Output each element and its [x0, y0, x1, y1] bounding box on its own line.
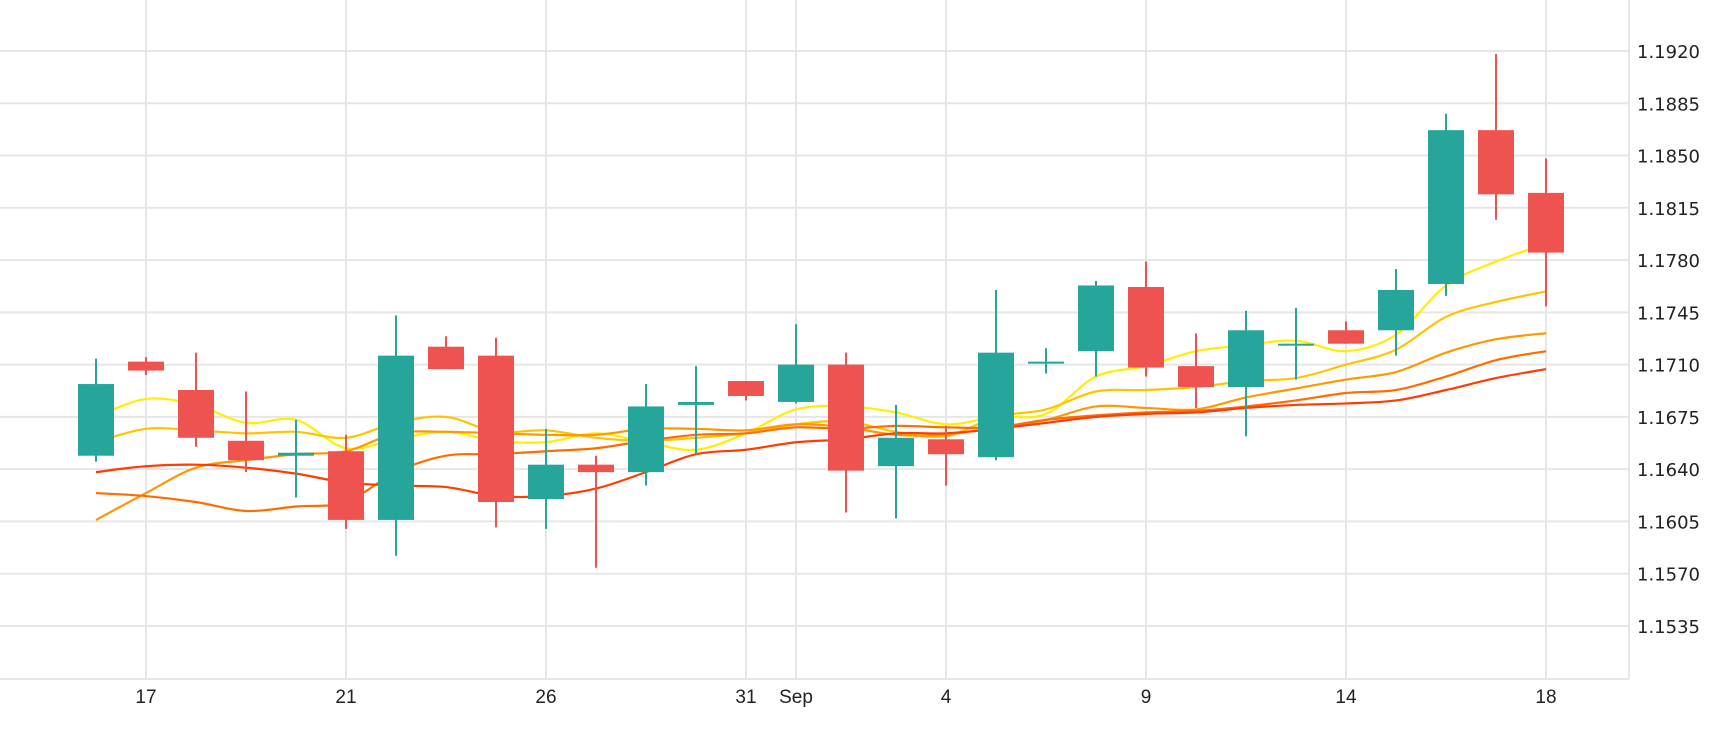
moving-average-lines	[95, 242, 1547, 521]
bearish-candle	[178, 352, 214, 447]
candle-body	[978, 352, 1014, 458]
candle-body	[628, 406, 664, 473]
candle-body	[828, 364, 864, 471]
x-tick-label: 26	[535, 687, 556, 708]
bullish-candle	[628, 384, 664, 486]
x-tick-label: 21	[335, 687, 356, 708]
x-tick-label: 17	[135, 687, 156, 708]
x-axis: 17 21 26 31 Sep 4 9 14 18	[135, 687, 1556, 708]
candle-body	[1428, 130, 1464, 284]
bearish-candle	[428, 336, 464, 370]
candle-body	[178, 390, 214, 438]
bearish-candle	[578, 455, 614, 568]
bullish-candle	[1428, 113, 1464, 296]
bearish-candle	[128, 357, 164, 376]
candle-body	[878, 437, 914, 467]
bearish-candle	[1128, 261, 1164, 377]
candle-body	[778, 364, 814, 402]
bearish-candle	[828, 352, 864, 513]
candle-body	[678, 401, 714, 405]
y-tick-label: 1.1920	[1637, 42, 1700, 63]
candle-body	[1478, 130, 1514, 195]
candle-body	[328, 451, 364, 520]
y-tick-label: 1.1640	[1637, 460, 1700, 481]
candle-body	[728, 381, 764, 396]
candle-body	[578, 464, 614, 473]
bullish-candle	[78, 358, 114, 462]
y-tick-label: 1.1885	[1637, 94, 1700, 115]
bullish-candle	[378, 315, 414, 556]
ma-3-line	[95, 332, 1547, 521]
y-tick-label: 1.1745	[1637, 303, 1700, 324]
bullish-candle	[678, 366, 714, 455]
bullish-candle	[1378, 269, 1414, 356]
candle-body	[228, 440, 264, 461]
bullish-candle	[1278, 307, 1314, 380]
bullish-candle	[278, 419, 314, 498]
bullish-candle	[1078, 280, 1114, 377]
candle-body	[1278, 343, 1314, 346]
candle-body	[128, 361, 164, 371]
candle-body	[928, 439, 964, 455]
candle-body	[378, 355, 414, 520]
candle-body	[1128, 286, 1164, 368]
y-tick-label: 1.1535	[1637, 617, 1700, 638]
bearish-candle	[328, 434, 364, 529]
candle-body	[1328, 330, 1364, 344]
candle-body	[478, 355, 514, 503]
y-tick-label: 1.1850	[1637, 147, 1700, 168]
candle-body	[1078, 285, 1114, 352]
candles	[78, 53, 1564, 568]
y-tick-label: 1.1675	[1637, 408, 1700, 429]
bearish-candle	[1528, 158, 1564, 307]
candle-body	[428, 346, 464, 370]
grid	[0, 0, 1630, 680]
bullish-candle	[1228, 310, 1264, 437]
bearish-candle	[1178, 333, 1214, 408]
x-tick-label: 4	[941, 687, 952, 708]
bearish-candle	[928, 425, 964, 486]
ma-1-line	[95, 242, 1547, 452]
x-tick-label: 9	[1141, 687, 1152, 708]
candle-body	[1378, 289, 1414, 331]
candle-body	[1528, 192, 1564, 253]
y-tick-label: 1.1710	[1637, 356, 1700, 377]
y-tick-label: 1.1780	[1637, 251, 1700, 272]
bullish-candle	[1028, 348, 1064, 374]
y-axis: 1.1920 1.1885 1.1850 1.1815 1.1780 1.1745 1.17…	[1637, 42, 1700, 638]
bearish-candle	[478, 337, 514, 528]
bearish-candle	[728, 381, 764, 401]
y-tick-label: 1.1815	[1637, 199, 1700, 220]
ma-5-line	[95, 368, 1547, 499]
bullish-candle	[978, 289, 1014, 461]
bullish-candle	[528, 428, 564, 529]
bearish-candle	[228, 391, 264, 473]
candle-body	[78, 384, 114, 456]
bearish-candle	[1328, 321, 1364, 344]
x-tick-label: 18	[1535, 687, 1556, 708]
bullish-candle	[778, 324, 814, 404]
y-tick-label: 1.1570	[1637, 565, 1700, 586]
x-tick-label: 14	[1335, 687, 1357, 708]
ma-4-line	[95, 350, 1547, 513]
bullish-candle	[878, 404, 914, 519]
candle-body	[528, 464, 564, 500]
candle-body	[278, 452, 314, 456]
x-tick-label: 31	[735, 687, 756, 708]
candle-body	[1028, 361, 1064, 364]
x-tick-label: Sep	[779, 687, 813, 708]
bearish-candle	[1478, 53, 1514, 220]
ma-2-line	[95, 290, 1547, 444]
candle-body	[1228, 330, 1264, 388]
y-tick-label: 1.1605	[1637, 512, 1700, 533]
candle-body	[1178, 366, 1214, 388]
